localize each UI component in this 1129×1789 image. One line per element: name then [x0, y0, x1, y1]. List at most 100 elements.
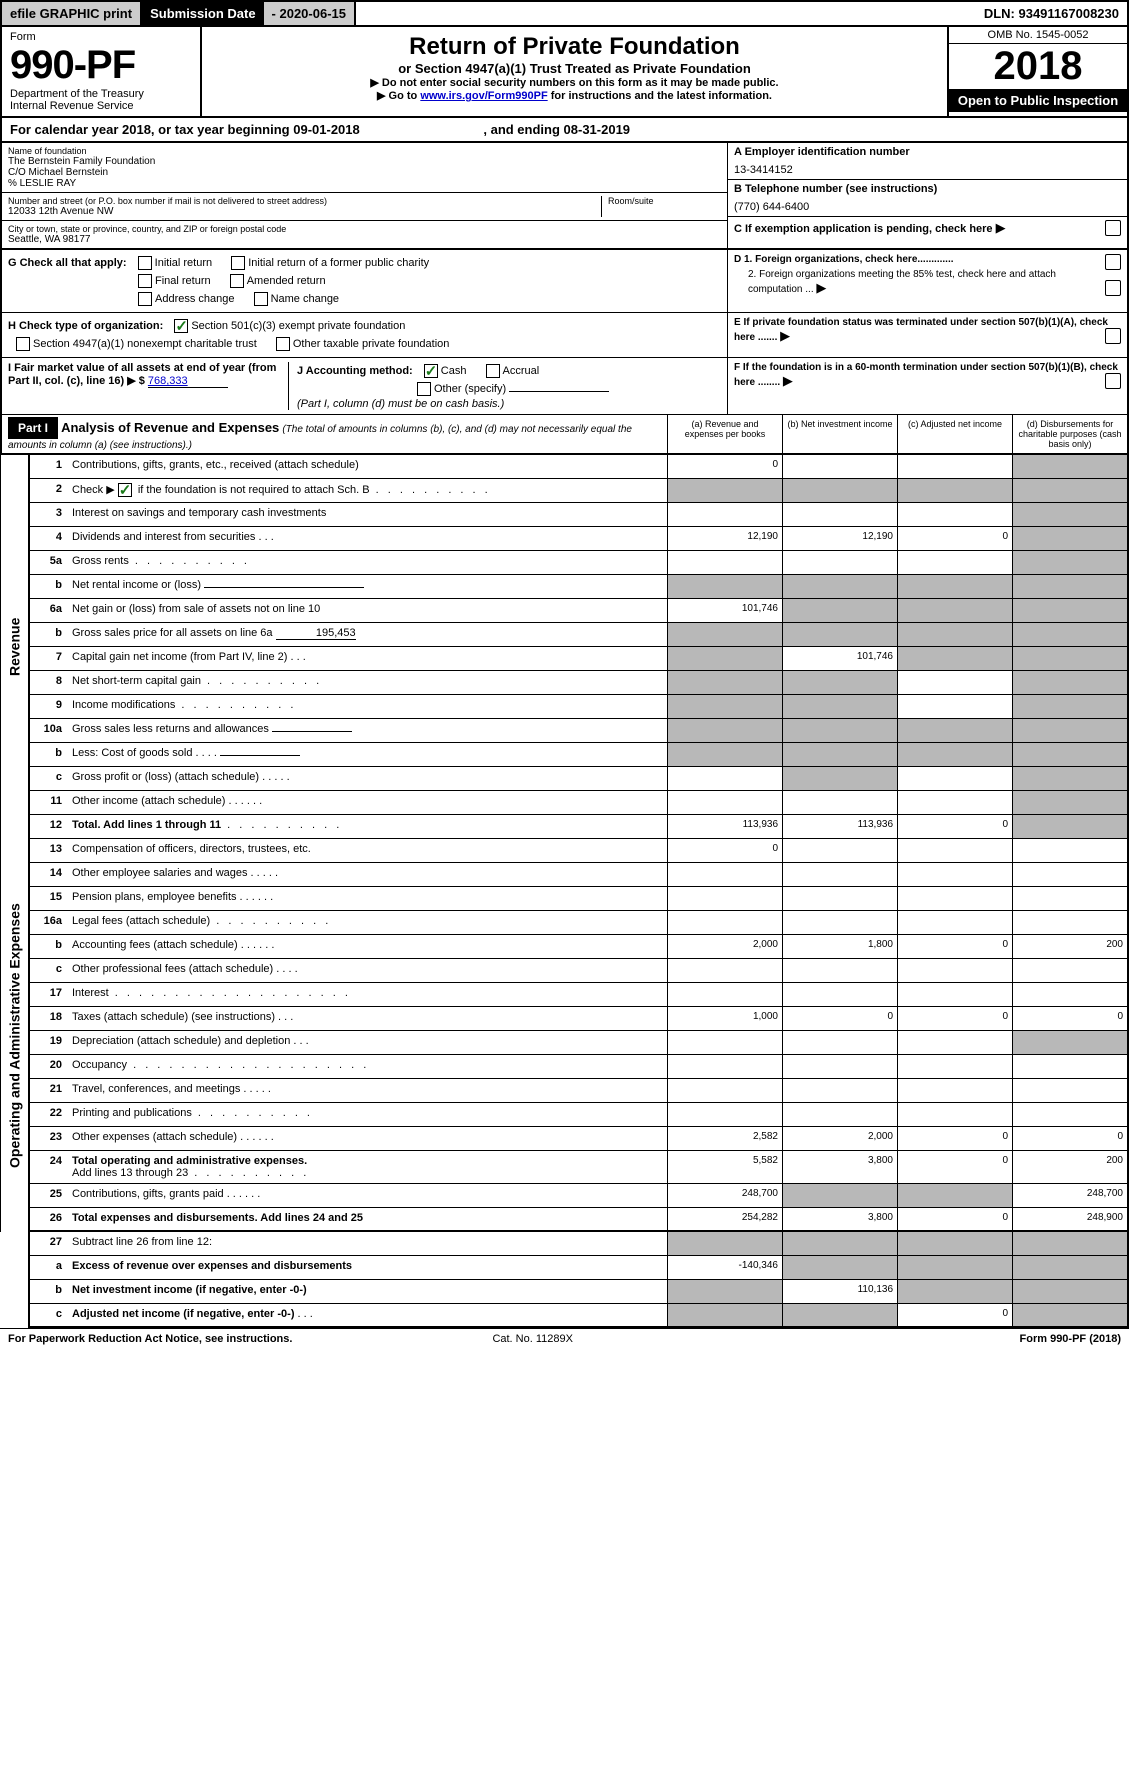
l26-c: 0 [897, 1208, 1012, 1230]
l16b-d: 200 [1012, 935, 1127, 958]
efile-print-button[interactable]: efile GRAPHIC print [2, 2, 142, 25]
l7-b: 101,746 [782, 647, 897, 670]
line-6b: Gross sales price for all assets on line… [66, 623, 667, 646]
initial-return-checkbox[interactable] [138, 256, 152, 270]
j-note: (Part I, column (d) must be on cash basi… [297, 398, 504, 410]
line-14: Other employee salaries and wages . . . … [66, 863, 667, 886]
line-27b: Net investment income (if negative, ente… [66, 1280, 667, 1303]
line-16c: Other professional fees (attach schedule… [66, 959, 667, 982]
footer-left: For Paperwork Reduction Act Notice, see … [8, 1333, 292, 1345]
line-1: Contributions, gifts, grants, etc., rece… [66, 455, 667, 478]
l4-c: 0 [897, 527, 1012, 550]
line-19: Depreciation (attach schedule) and deple… [66, 1031, 667, 1054]
part1-label: Part I [8, 417, 58, 439]
line-25: Contributions, gifts, grants paid . . . … [66, 1184, 667, 1207]
line-3: Interest on savings and temporary cash i… [66, 503, 667, 526]
l4-a: 12,190 [667, 527, 782, 550]
submission-date-value: - 2020-06-15 [264, 2, 354, 25]
form-subtitle: or Section 4947(a)(1) Trust Treated as P… [208, 61, 941, 76]
address-change-checkbox[interactable] [138, 292, 152, 306]
l18-a: 1,000 [667, 1007, 782, 1030]
other-taxable-checkbox[interactable] [276, 337, 290, 351]
l1-a: 0 [667, 455, 782, 478]
part1-header-row: Part I Analysis of Revenue and Expenses … [0, 415, 1129, 455]
l23-c: 0 [897, 1127, 1012, 1150]
l27b-b: 110,136 [782, 1280, 897, 1303]
line-8: Net short-term capital gain [66, 671, 667, 694]
ein-value: 13-3414152 [734, 164, 1121, 176]
fmv-value[interactable]: 768,333 [148, 375, 228, 388]
sch-b-checkbox[interactable] [118, 483, 132, 497]
l24-d: 200 [1012, 1151, 1127, 1183]
form-number: 990-PF [10, 43, 192, 88]
line-10c: Gross profit or (loss) (attach schedule)… [66, 767, 667, 790]
accrual-checkbox[interactable] [486, 364, 500, 378]
line-23: Other expenses (attach schedule) . . . .… [66, 1127, 667, 1150]
col-a-header: (a) Revenue and expenses per books [667, 415, 782, 453]
line-9: Income modifications [66, 695, 667, 718]
percent-name: % LESLIE RAY [8, 178, 721, 189]
line-4: Dividends and interest from securities .… [66, 527, 667, 550]
line-18: Taxes (attach schedule) (see instruction… [66, 1007, 667, 1030]
l16b-c: 0 [897, 935, 1012, 958]
l26-d: 248,900 [1012, 1208, 1127, 1230]
city-label: City or town, state or province, country… [8, 224, 721, 234]
l16b-a: 2,000 [667, 935, 782, 958]
line-5b: Net rental income or (loss) [66, 575, 667, 598]
street-address: 12033 12th Avenue NW [8, 206, 601, 217]
c-label: C If exemption application is pending, c… [734, 223, 993, 235]
submission-date-label: Submission Date [142, 2, 263, 25]
line-27a: Excess of revenue over expenses and disb… [66, 1256, 667, 1279]
cash-checkbox[interactable] [424, 364, 438, 378]
dept-treasury: Department of the Treasury [10, 88, 192, 100]
form-title: Return of Private Foundation [208, 33, 941, 61]
other-method-checkbox[interactable] [417, 382, 431, 396]
501c3-checkbox[interactable] [174, 319, 188, 333]
d2-checkbox[interactable] [1105, 280, 1121, 296]
e-checkbox[interactable] [1105, 328, 1121, 344]
irs-link[interactable]: www.irs.gov/Form990PF [420, 90, 547, 102]
f-checkbox[interactable] [1105, 373, 1121, 389]
l27a-a: -140,346 [667, 1256, 782, 1279]
amended-return-checkbox[interactable] [230, 274, 244, 288]
j-label: J Accounting method: [297, 365, 413, 377]
line-24: Total operating and administrative expen… [66, 1151, 667, 1183]
l23-a: 2,582 [667, 1127, 782, 1150]
l23-d: 0 [1012, 1127, 1127, 1150]
line-27: Subtract line 26 from line 12: [66, 1232, 667, 1255]
name-change-checkbox[interactable] [254, 292, 268, 306]
line-12: Total. Add lines 1 through 11 [66, 815, 667, 838]
line-5a: Gross rents [66, 551, 667, 574]
instruction-2: ▶ Go to www.irs.gov/Form990PF for instru… [208, 89, 941, 102]
dln-value: DLN: 93491167008230 [976, 2, 1127, 25]
l25-d: 248,700 [1012, 1184, 1127, 1207]
line-15: Pension plans, employee benefits . . . .… [66, 887, 667, 910]
l25-a: 248,700 [667, 1184, 782, 1207]
initial-former-checkbox[interactable] [231, 256, 245, 270]
final-return-checkbox[interactable] [138, 274, 152, 288]
l13-a: 0 [667, 839, 782, 862]
l6a-a: 101,746 [667, 599, 782, 622]
line-16b: Accounting fees (attach schedule) . . . … [66, 935, 667, 958]
instruction-1: ▶ Do not enter social security numbers o… [208, 76, 941, 89]
revenue-side-label: Revenue [0, 455, 28, 839]
line-17: Interest [66, 983, 667, 1006]
c-checkbox[interactable] [1105, 220, 1121, 236]
d1-checkbox[interactable] [1105, 254, 1121, 270]
line-27c: Adjusted net income (if negative, enter … [66, 1304, 667, 1326]
line-2: Check ▶ if the foundation is not require… [66, 479, 667, 502]
phone-value: (770) 644-6400 [734, 201, 1121, 213]
l24-b: 3,800 [782, 1151, 897, 1183]
line-6a: Net gain or (loss) from sale of assets n… [66, 599, 667, 622]
ein-label: A Employer identification number [734, 146, 1121, 158]
4947-checkbox[interactable] [16, 337, 30, 351]
l27c-c: 0 [897, 1304, 1012, 1326]
l12-b: 113,936 [782, 815, 897, 838]
address-label: Number and street (or P.O. box number if… [8, 196, 601, 206]
form-word: Form [10, 31, 192, 43]
d1-label: D 1. Foreign organizations, check here..… [734, 254, 954, 265]
l18-c: 0 [897, 1007, 1012, 1030]
omb-number: OMB No. 1545-0052 [949, 27, 1127, 44]
line-10a: Gross sales less returns and allowances [66, 719, 667, 742]
l24-a: 5,582 [667, 1151, 782, 1183]
